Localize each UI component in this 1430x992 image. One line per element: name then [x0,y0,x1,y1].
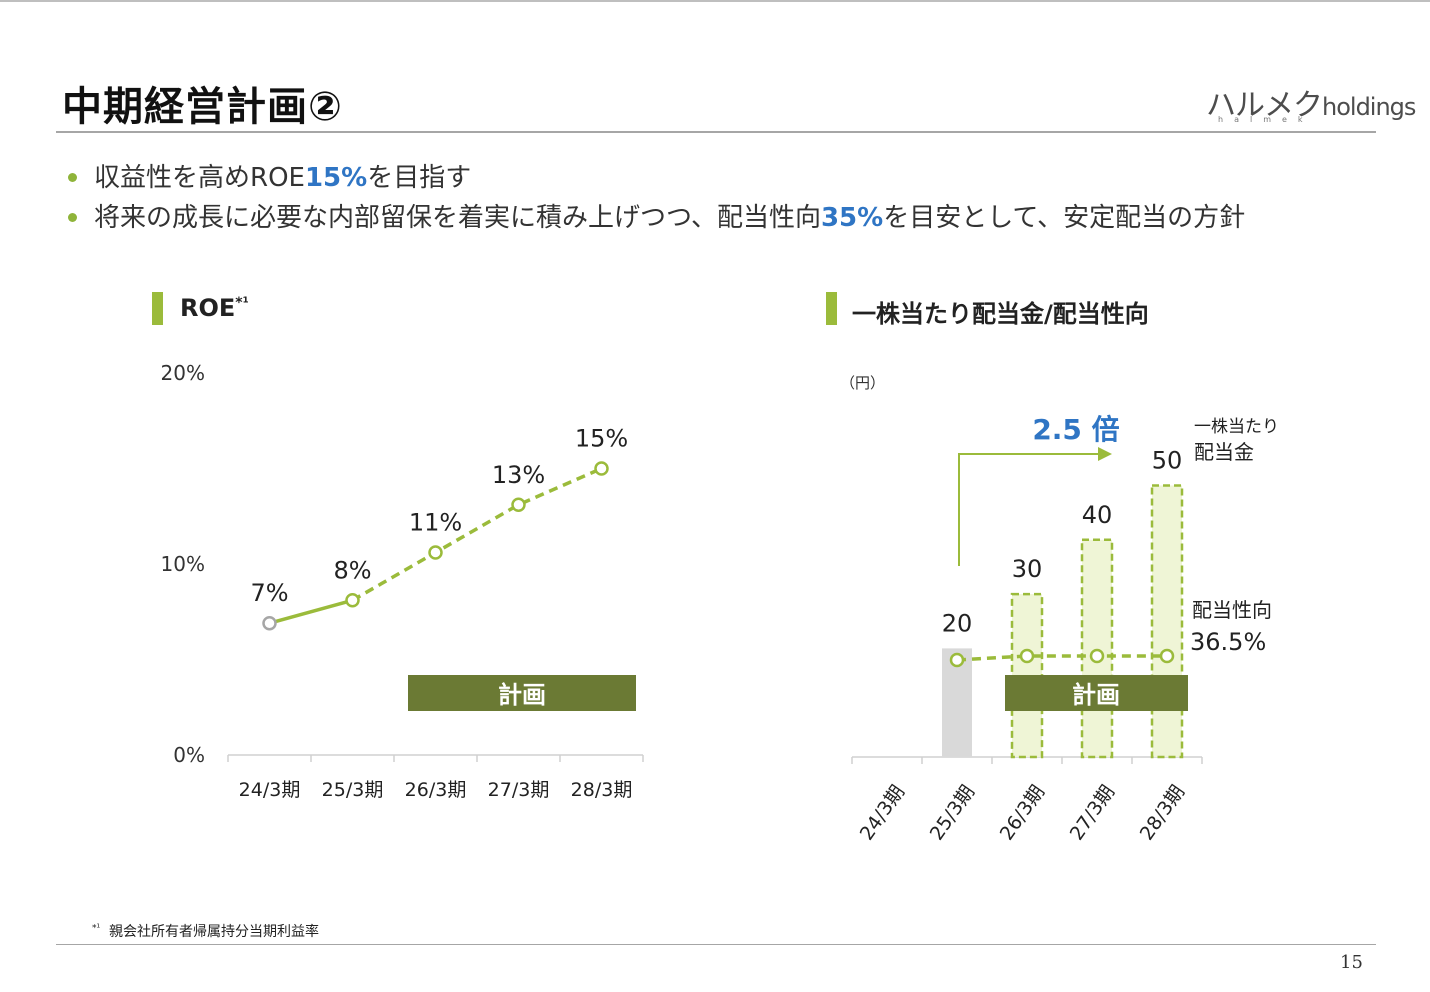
roe-chart: 0% 10% 20% 24/3期 25/3期 26/3期 27/3期 28/3期 計画 7% 8% 1… [161,361,644,801]
dividend-bar-plan [1080,538,1114,759]
logo-text: ハルメク [1206,88,1323,123]
dividend-data-label: 40 [1082,501,1113,529]
company-logo: ハルメクholdings halmek [1206,80,1416,124]
roe-data-point [594,461,609,476]
roe-data-point [345,593,360,608]
dividend-data-label: 50 [1152,447,1183,475]
roe-data-point [511,497,526,513]
dividend-bar-plan [1150,484,1184,759]
x-tick-label: 25/3期 [322,779,384,801]
y-tick-label: 0% [173,743,205,767]
title-divider [56,131,1376,133]
payout-line [956,654,1167,662]
plan-label: 計画 [498,681,546,709]
roe-data-label: 11% [409,509,462,537]
footer-divider [56,944,1376,945]
roe-data-label: 8% [333,556,371,584]
dividend-data-label: 20 [942,609,973,637]
top-border [0,0,1430,2]
payout-data-point [1159,648,1175,664]
roe-plan-line [351,466,603,602]
dividend-chart: （円） 24/3期 25/3期 26/3期 27/3期 28/3期 20 30 40 50 計画 配当… [840,374,1279,844]
plan-box [408,675,636,711]
unit-label: （円） [840,374,885,392]
x-tick-label: 27/3期 [488,779,550,801]
roe-chart-title: ROE*¹ [180,294,249,322]
x-tick-label: 26/3期 [996,781,1049,844]
payout-data-point [949,652,965,668]
roe-data-label: 15% [575,425,628,453]
roe-actual-line [269,598,353,625]
payout-data-point [1019,648,1035,664]
roe-data-label: 13% [492,461,545,489]
payout-value-label: 36.5% [1190,628,1266,656]
growth-arrowhead [1098,447,1112,461]
logo-suffix: holdings [1322,93,1416,121]
dividend-data-label: 30 [1012,555,1043,583]
roe-data-point [262,615,277,631]
payout-data-point [1089,648,1105,664]
x-tick-label: 28/3期 [571,779,633,801]
bullet-list: 収益性を高めROE15%を目指す 将来の成長に必要な内部留保を着実に積み上げつつ… [66,158,1245,238]
growth-label: 2.5 倍 [1032,413,1119,446]
logo-subtext: halmek [1218,115,1314,124]
roe-section-marker [152,292,163,325]
dividend-series-label: 一株当たり [1194,417,1279,437]
dividend-chart-title: 一株当たり配当金/配当性向 [852,300,1149,328]
x-tick-label: 28/3期 [1136,781,1189,844]
page-number: 15 [1340,952,1363,973]
growth-arrow [958,453,1100,566]
x-tick-label: 27/3期 [1066,781,1119,844]
x-tick-label: 25/3期 [926,781,979,844]
payout-series-label: 配当性向 [1192,598,1272,622]
roe-data-point [428,545,443,560]
x-tick-label: 24/3期 [239,779,301,801]
bullet-item: 収益性を高めROE15%を目指す [66,158,1245,198]
footnote: *¹ 親会社所有者帰属持分当期利益率 [92,923,320,940]
roe-data-label: 7% [250,579,288,607]
x-tick-label: 24/3期 [856,781,909,844]
bullet-item: 将来の成長に必要な内部留保を着実に積み上げつつ、配当性向35%を目安として、安定… [66,198,1245,238]
page-title: 中期経営計画② [62,84,343,130]
plan-box [1005,675,1188,711]
dividend-section-marker [826,292,837,325]
plan-label: 計画 [1072,681,1120,709]
x-tick-label: 26/3期 [405,779,467,801]
y-tick-label: 20% [161,361,205,385]
dividend-series-label: 配当金 [1194,440,1254,464]
y-tick-label: 10% [161,552,205,576]
